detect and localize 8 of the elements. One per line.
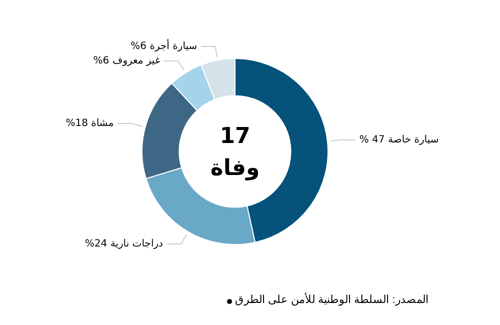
text: 17 [220, 124, 250, 150]
slice-label: سيارة خاصة 47 % [359, 134, 439, 146]
text: وفاة [210, 156, 260, 182]
text: المصدر: السلطة الوطنية للأمن على الطرق [235, 293, 428, 306]
slice-label: غير معروف 6% [93, 55, 160, 66]
slice-label: سيارة أجرة 6% [130, 38, 198, 52]
slice-label: مشاة 18% [66, 118, 114, 130]
slice-label: دراجات نارية 24% [84, 238, 164, 250]
